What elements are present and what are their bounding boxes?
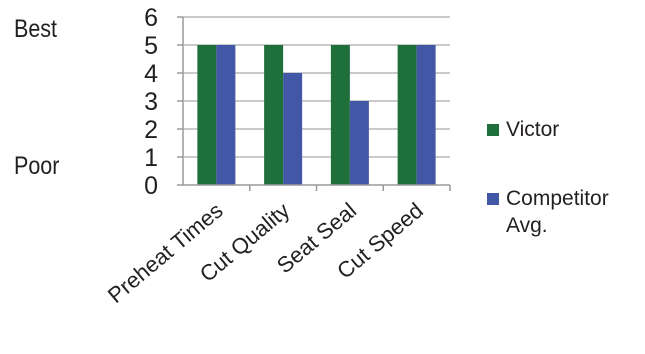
bar-competitor (216, 45, 236, 185)
axes (182, 17, 451, 191)
y-tick-label: 3 (144, 88, 158, 116)
legend-swatch-victor (487, 124, 499, 136)
legend-label: Competitor Avg. (506, 187, 609, 237)
y-tick-label: 2 (144, 116, 158, 144)
bar-victor (397, 45, 417, 185)
bar-victor (264, 45, 284, 185)
y-tick-label: 0 (144, 172, 158, 200)
y-tick-label: 5 (144, 32, 158, 60)
bar-victor (197, 45, 217, 185)
y-tick-label: 4 (144, 60, 158, 88)
bars (197, 45, 436, 185)
legend-label: Victor (506, 118, 559, 141)
bar-competitor (283, 73, 303, 185)
bar-victor (330, 45, 350, 185)
category-label: Preheat Times (103, 198, 228, 308)
legend: Victor Competitor Avg. (487, 118, 609, 237)
poor-label: Poor (14, 152, 60, 180)
legend-swatch-competitor (487, 193, 499, 205)
bar-competitor (416, 45, 436, 185)
y-tick-label: 1 (144, 144, 158, 172)
best-label: Best (14, 15, 58, 43)
bar-competitor (349, 101, 369, 185)
y-tick-label: 6 (144, 4, 158, 32)
